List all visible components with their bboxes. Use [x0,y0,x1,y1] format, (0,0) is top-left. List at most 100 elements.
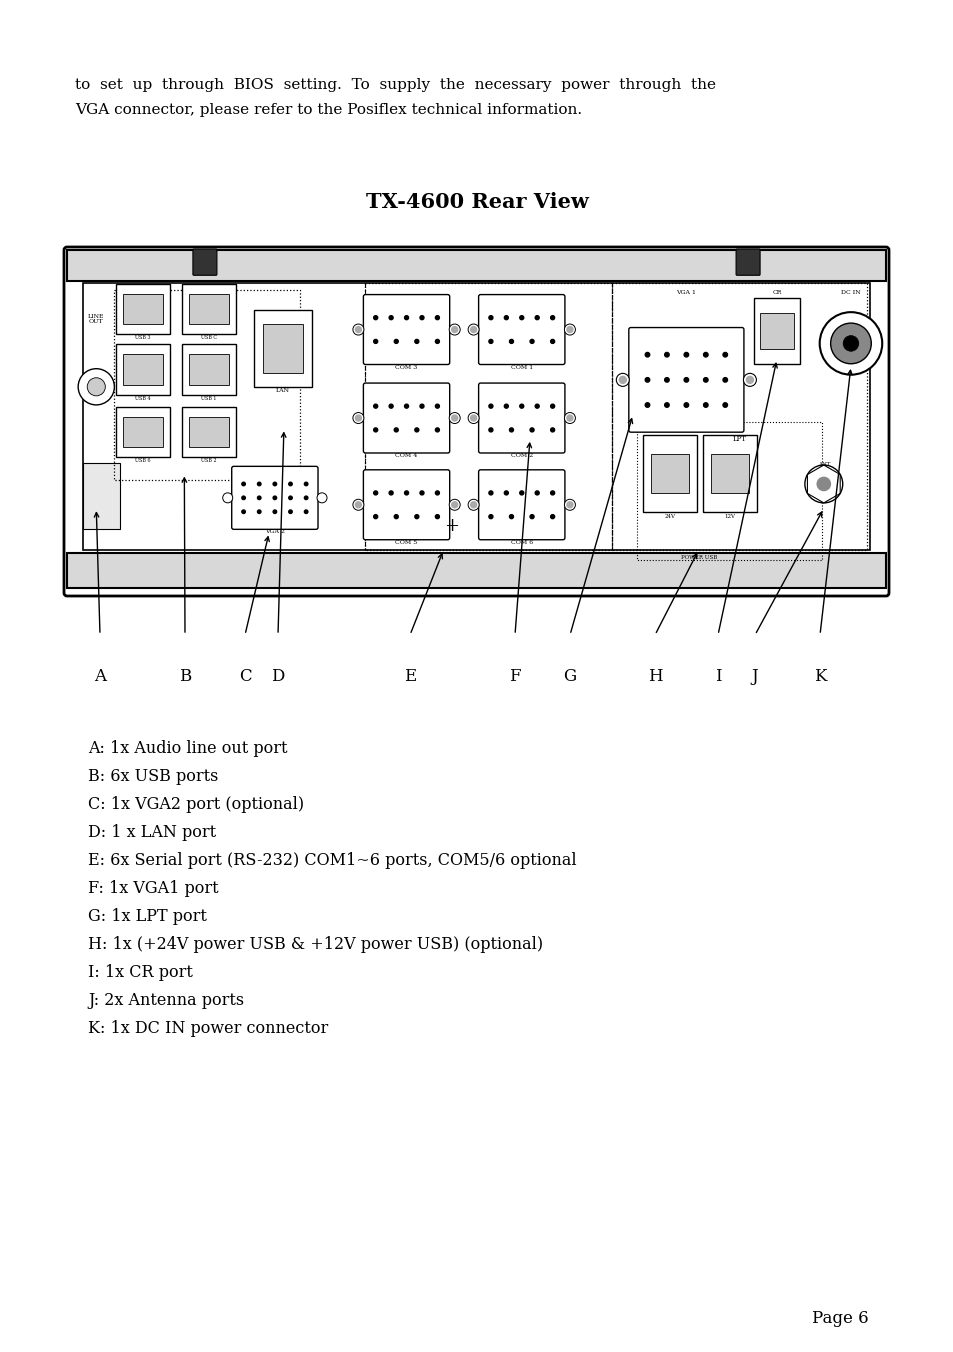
Text: I: I [714,668,720,685]
Text: to  set  up  through  BIOS  setting.  To  supply  the  necessary  power  through: to set up through BIOS setting. To suppl… [75,78,716,92]
Text: H: 1x (+24V power USB & +12V power USB) (optional): H: 1x (+24V power USB & +12V power USB) … [88,936,542,953]
Ellipse shape [415,427,418,431]
Ellipse shape [804,465,841,503]
Text: VGA connector, please refer to the Posiflex technical information.: VGA connector, please refer to the Posif… [75,103,581,118]
Ellipse shape [353,412,363,423]
Text: B: B [178,668,191,685]
Ellipse shape [353,499,363,510]
Ellipse shape [702,403,707,407]
Bar [182,345,235,395]
Ellipse shape [273,496,276,500]
Text: USB 1: USB 1 [201,396,216,400]
Ellipse shape [468,324,478,335]
Ellipse shape [273,483,276,485]
Ellipse shape [394,515,397,519]
Bar [123,416,163,448]
Text: COM 6: COM 6 [510,539,533,545]
Ellipse shape [644,403,649,407]
Text: G: 1x LPT port: G: 1x LPT port [88,909,207,925]
Text: F: F [509,668,520,685]
Ellipse shape [449,324,459,335]
Ellipse shape [415,339,418,343]
Text: COM 5: COM 5 [395,539,417,545]
Ellipse shape [664,403,668,407]
Text: E: 6x Serial port (RS-232) COM1~6 ports, COM5/6 optional: E: 6x Serial port (RS-232) COM1~6 ports,… [88,852,576,869]
Ellipse shape [449,412,459,423]
Ellipse shape [222,493,233,503]
Ellipse shape [722,353,727,357]
Text: 12V: 12V [723,514,735,519]
FancyBboxPatch shape [363,295,449,365]
Text: TX-4600 Rear View: TX-4600 Rear View [365,192,588,212]
Text: E: E [403,668,416,685]
Ellipse shape [355,415,361,420]
Bar [637,422,821,560]
FancyBboxPatch shape [478,383,564,453]
Text: +: + [444,516,458,534]
Ellipse shape [745,376,753,384]
Ellipse shape [257,510,261,514]
Ellipse shape [618,376,626,384]
Ellipse shape [550,427,554,431]
Ellipse shape [564,324,575,335]
Text: USB 4: USB 4 [135,396,151,400]
Ellipse shape [273,510,276,514]
Ellipse shape [566,415,573,420]
Bar [83,464,120,529]
FancyBboxPatch shape [64,247,888,596]
Ellipse shape [742,373,756,387]
Ellipse shape [564,499,575,510]
Bar [189,416,229,448]
Ellipse shape [242,483,245,485]
Text: K: 1x DC IN power connector: K: 1x DC IN power connector [88,1019,328,1037]
Ellipse shape [830,323,870,364]
Ellipse shape [702,353,707,357]
Text: ANT: ANT [817,462,829,466]
Bar [182,284,235,334]
Ellipse shape [664,377,668,383]
Ellipse shape [504,491,508,495]
Text: USB C: USB C [201,335,216,339]
Bar [67,250,885,281]
Ellipse shape [817,477,829,491]
Ellipse shape [488,515,493,519]
Bar [123,293,163,324]
Bar [263,324,303,373]
Text: D: D [271,668,284,685]
Ellipse shape [470,415,476,420]
Ellipse shape [819,312,882,375]
Text: Page 6: Page 6 [811,1310,867,1328]
Ellipse shape [355,327,361,333]
Ellipse shape [415,515,418,519]
Ellipse shape [435,404,439,408]
Ellipse shape [616,373,629,387]
Ellipse shape [242,510,245,514]
Bar [642,435,696,511]
Bar [67,553,885,588]
Ellipse shape [504,404,508,408]
Ellipse shape [530,515,534,519]
Text: LAN: LAN [275,388,290,393]
Ellipse shape [353,324,363,335]
Bar [754,299,799,364]
Text: C: 1x VGA2 port (optional): C: 1x VGA2 port (optional) [88,796,304,813]
Bar [365,283,612,550]
Ellipse shape [566,327,573,333]
Ellipse shape [683,353,688,357]
Ellipse shape [289,496,292,500]
FancyBboxPatch shape [363,469,449,539]
Ellipse shape [519,491,523,495]
Bar [114,289,299,480]
Ellipse shape [702,377,707,383]
Ellipse shape [435,427,439,431]
Ellipse shape [374,491,377,495]
Bar [651,454,688,492]
Ellipse shape [550,339,554,343]
Ellipse shape [355,502,361,508]
Ellipse shape [394,339,397,343]
Text: F: 1x VGA1 port: F: 1x VGA1 port [88,880,218,896]
Ellipse shape [289,483,292,485]
Ellipse shape [257,483,261,485]
Ellipse shape [566,502,573,508]
Text: H: H [647,668,661,685]
